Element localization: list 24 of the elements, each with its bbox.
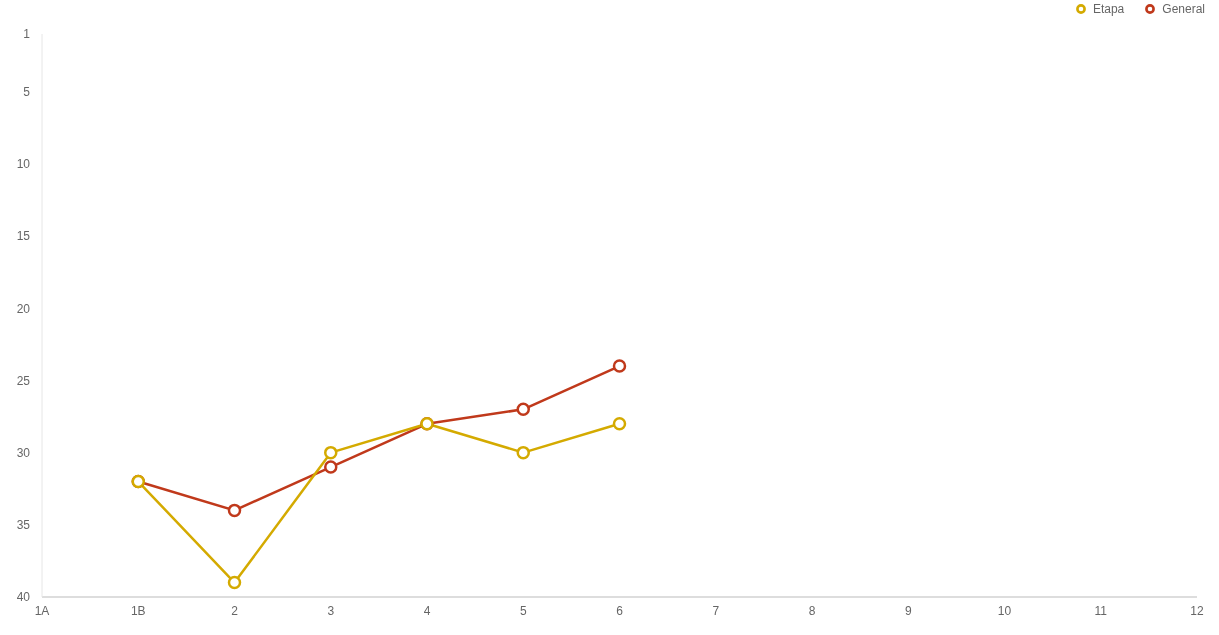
y-tick-label: 1 [23,27,31,42]
x-tick-label: 12 [1190,603,1204,618]
x-tick-label: 5 [519,603,527,618]
y-tick-label: 40 [16,590,31,605]
x-tick-label: 6 [616,603,624,618]
legend-label: Etapa [1092,2,1125,16]
x-tick-label: 10 [997,603,1012,618]
y-tick-label: 15 [16,229,31,244]
y-tick-label: 30 [16,445,31,460]
y-tick-label: 10 [16,157,31,172]
x-tick-label: 1B [130,603,146,618]
x-tick-label: 2 [231,603,239,618]
y-tick-label: 20 [16,301,31,316]
y-tick-label: 25 [16,373,31,388]
x-tick-label: 11 [1094,603,1108,618]
x-tick-label: 8 [808,603,816,618]
legend-label: General [1162,2,1205,16]
x-tick-label: 3 [327,603,335,618]
x-tick-label: 9 [904,603,912,618]
y-tick-label: 35 [16,518,31,533]
x-tick-label: 1A [34,603,50,618]
y-tick-label: 5 [23,85,31,99]
x-tick-label: 4 [423,603,431,618]
x-tick-label: 7 [712,603,720,618]
